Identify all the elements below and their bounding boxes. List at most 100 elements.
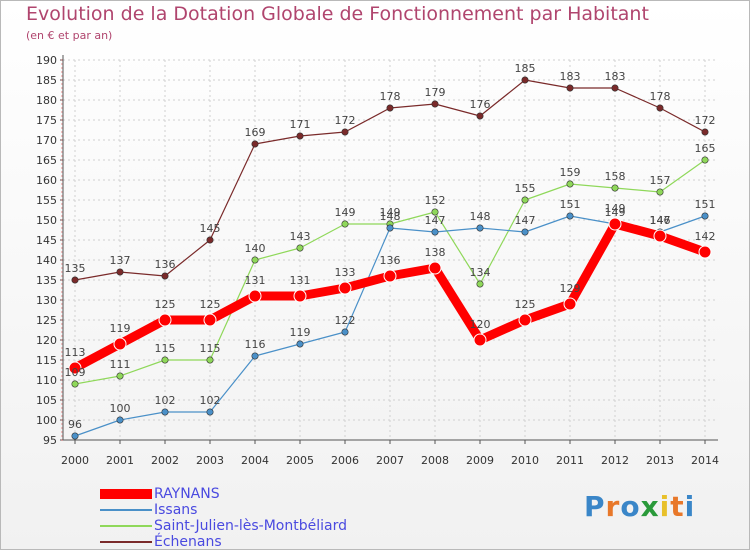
data-label: 125: [200, 298, 221, 311]
logo-letter: o: [620, 490, 641, 523]
data-label: 148: [380, 210, 401, 223]
data-point: [206, 408, 214, 416]
data-point: [473, 333, 487, 347]
data-label: 133: [335, 266, 356, 279]
data-label: 131: [245, 274, 266, 287]
y-tick-label: 150: [36, 214, 57, 227]
data-point: [698, 245, 712, 259]
data-point: [71, 432, 79, 440]
x-tick-label: 2009: [466, 454, 494, 467]
x-tick-label: 2003: [196, 454, 224, 467]
y-tick-label: 185: [36, 74, 57, 87]
data-point: [611, 84, 619, 92]
data-point: [338, 281, 352, 295]
data-point: [521, 228, 529, 236]
data-label: 169: [245, 126, 266, 139]
data-point: [158, 313, 172, 327]
data-point: [701, 212, 709, 220]
series-lines: [68, 76, 712, 440]
logo-letter: x: [640, 490, 660, 523]
data-label: 131: [290, 274, 311, 287]
data-label: 135: [65, 262, 86, 275]
data-point: [161, 408, 169, 416]
data-label: 136: [380, 254, 401, 267]
data-label: 136: [155, 258, 176, 271]
data-label: 129: [560, 282, 581, 295]
legend-swatch: [100, 509, 152, 511]
logo-letter: t: [670, 490, 685, 523]
data-point: [566, 84, 574, 92]
data-point: [701, 156, 709, 164]
data-point: [653, 229, 667, 243]
data-point: [341, 128, 349, 136]
data-label: 152: [425, 194, 446, 207]
data-label: 111: [110, 358, 131, 371]
data-point: [476, 224, 484, 232]
data-label: 119: [110, 322, 131, 335]
x-tick-label: 2013: [646, 454, 674, 467]
logo-letter: i: [684, 490, 696, 523]
data-point: [656, 188, 664, 196]
data-point: [608, 217, 622, 231]
proxiti-logo: Proxiti: [584, 490, 695, 523]
data-label: 134: [470, 266, 491, 279]
logo-letter: r: [605, 490, 621, 523]
data-label: 116: [245, 338, 266, 351]
data-point: [71, 380, 79, 388]
data-point: [296, 340, 304, 348]
y-tick-label: 115: [36, 354, 57, 367]
data-label: 143: [290, 230, 311, 243]
data-label: 159: [560, 166, 581, 179]
x-tick-label: 2004: [241, 454, 269, 467]
y-tick-label: 95: [43, 434, 57, 447]
data-label: 125: [155, 298, 176, 311]
x-tick-label: 2005: [286, 454, 314, 467]
data-point: [113, 337, 127, 351]
y-tick-label: 130: [36, 294, 57, 307]
data-label: 147: [425, 214, 446, 227]
data-label: 179: [425, 86, 446, 99]
grid-lines: [63, 59, 718, 441]
y-tick-label: 190: [36, 54, 57, 67]
data-point: [383, 269, 397, 283]
data-point: [203, 313, 217, 327]
legend-label: Échenans: [154, 534, 222, 550]
data-label: 149: [380, 206, 401, 219]
y-tick-label: 125: [36, 314, 57, 327]
data-label: 149: [335, 206, 356, 219]
data-point: [251, 256, 259, 264]
data-label: 183: [560, 70, 581, 83]
data-point: [251, 352, 259, 360]
data-point: [248, 289, 262, 303]
data-point: [701, 128, 709, 136]
chart-title: Evolution de la Dotation Globale de Fonc…: [26, 3, 649, 25]
data-point: [431, 100, 439, 108]
data-label: 157: [650, 174, 671, 187]
data-label: 140: [245, 242, 266, 255]
y-tick-label: 145: [36, 234, 57, 247]
legend-swatch: [100, 489, 152, 499]
data-point: [431, 228, 439, 236]
y-tick-label: 135: [36, 274, 57, 287]
data-label: 109: [65, 366, 86, 379]
data-point: [206, 236, 214, 244]
data-label: 146: [650, 214, 671, 227]
data-point: [521, 76, 529, 84]
data-point: [566, 180, 574, 188]
data-point: [161, 272, 169, 280]
x-tick-label: 2007: [376, 454, 404, 467]
x-tick-label: 2006: [331, 454, 359, 467]
y-tick-label: 180: [36, 94, 57, 107]
data-label: 120: [470, 318, 491, 331]
legend-label: RAYNANS: [154, 486, 220, 502]
data-label: 100: [110, 402, 131, 415]
data-point: [476, 112, 484, 120]
logo-letter: P: [584, 490, 606, 523]
data-label: 178: [380, 90, 401, 103]
data-point: [116, 268, 124, 276]
data-label: 113: [65, 346, 86, 359]
data-label: 151: [695, 198, 716, 211]
data-label: 102: [155, 394, 176, 407]
